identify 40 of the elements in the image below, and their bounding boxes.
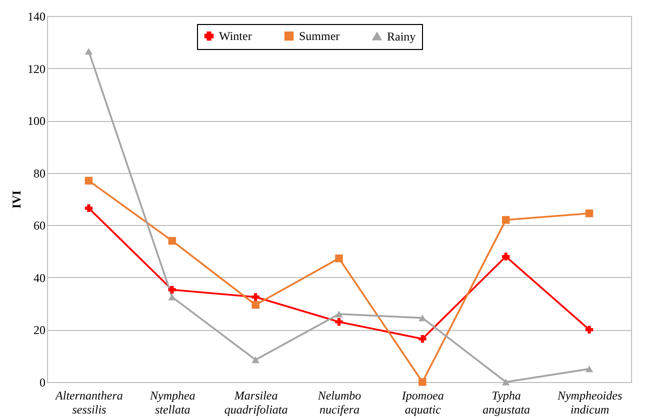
y-tick-label: 0 [40, 376, 46, 390]
point [252, 301, 260, 309]
point [418, 378, 426, 386]
point [502, 378, 510, 386]
x-tick-label: Nymphea stellata [148, 388, 196, 416]
point [418, 334, 426, 343]
point [252, 293, 260, 301]
x-tick-label: Ipomoea aquatic [400, 388, 444, 416]
y-tick-label: 120 [28, 62, 46, 76]
point [418, 314, 426, 322]
y-tick-label: 140 [28, 10, 46, 24]
y-tick-label: 60 [34, 218, 46, 233]
y-axis-title: IVI [10, 190, 24, 209]
legend-label: Summer [299, 29, 340, 44]
x-tick-label: Typha angustata [482, 388, 530, 416]
point [335, 318, 343, 326]
y-tick-label: 20 [34, 323, 46, 338]
point [585, 366, 594, 372]
x-tick-label: Nelumbo nucifera [316, 388, 362, 416]
y-tick-label: 40 [34, 270, 46, 285]
y-tick-label: 100 [28, 114, 46, 128]
point [502, 252, 510, 260]
point [84, 176, 93, 185]
x-tick-label: Marsilea quadrifoliata [224, 388, 288, 416]
legend-label: Rainy [387, 29, 416, 44]
point [335, 310, 343, 318]
point [168, 236, 176, 245]
legend-label: Winter [219, 29, 252, 44]
point [585, 210, 594, 218]
x-tick-label: Alternanthera sessilis [54, 388, 123, 416]
x-tick-label: Nympheoides indicum [556, 388, 622, 416]
point [168, 286, 176, 294]
y-tick-label: 80 [34, 166, 46, 180]
point [84, 204, 93, 212]
point [252, 356, 260, 364]
point [84, 48, 93, 55]
point [585, 326, 594, 334]
point [168, 294, 176, 300]
point [335, 254, 343, 262]
point [502, 216, 510, 224]
